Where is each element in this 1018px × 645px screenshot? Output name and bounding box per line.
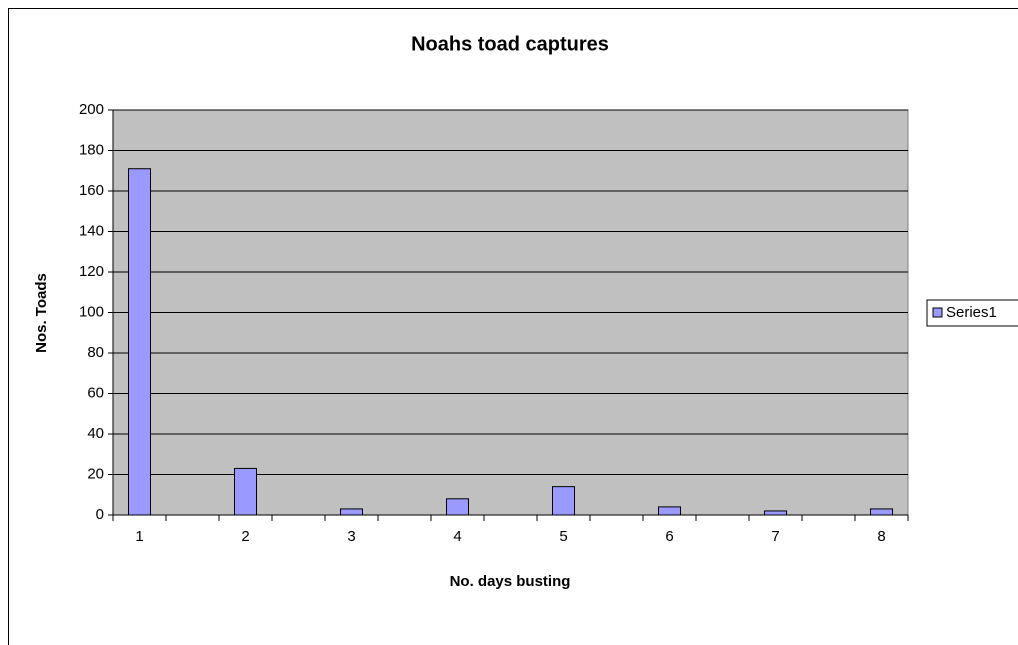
bar	[234, 467, 257, 516]
bar	[870, 508, 893, 516]
legend-label: Series1	[946, 304, 997, 321]
x-tick-label: 1	[135, 528, 143, 545]
y-tick-label: 200	[79, 101, 104, 118]
x-tick-label: 8	[877, 528, 885, 545]
y-tick-label: 180	[79, 141, 104, 158]
bar	[658, 506, 681, 516]
x-axis-label: No. days busting	[450, 573, 571, 590]
y-tick-label: 60	[87, 384, 104, 401]
y-tick-label: 40	[87, 425, 104, 442]
x-tick-label: 5	[559, 528, 567, 545]
y-tick-label: 160	[79, 182, 104, 199]
x-tick-label: 2	[241, 528, 249, 545]
y-tick-label: 140	[79, 222, 104, 239]
x-tick-label: 3	[347, 528, 355, 545]
y-tick-label: 20	[87, 465, 104, 482]
bar	[446, 498, 469, 516]
chart-title: Noahs toad captures	[411, 33, 609, 55]
bar	[552, 486, 575, 516]
y-tick-label: 0	[96, 506, 104, 523]
y-tick-label: 80	[87, 344, 104, 361]
x-tick-label: 6	[665, 528, 673, 545]
y-tick-label: 100	[79, 303, 104, 320]
x-tick-label: 7	[771, 528, 779, 545]
y-axis-label: Nos. Toads	[33, 273, 50, 353]
bar	[128, 168, 151, 516]
legend-swatch	[932, 307, 943, 318]
bar	[764, 510, 787, 516]
x-tick-label: 4	[453, 528, 461, 545]
y-tick-label: 120	[79, 263, 104, 280]
bar	[340, 508, 363, 516]
